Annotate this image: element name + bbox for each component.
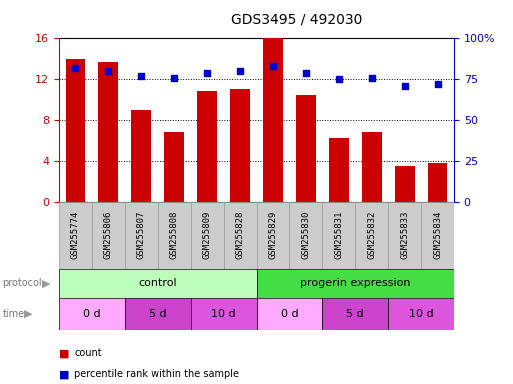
Text: ■: ■ (59, 369, 69, 379)
Text: percentile rank within the sample: percentile rank within the sample (74, 369, 240, 379)
Text: 10 d: 10 d (211, 309, 236, 319)
Point (104, 68, 112, 74)
Bar (59, 298, 125, 330)
Text: GSM255828: GSM255828 (235, 211, 245, 259)
Point (203, 70, 211, 76)
Bar (92, 202, 125, 269)
Bar (230, 89, 250, 202)
Bar (191, 298, 256, 330)
Text: GSM255807: GSM255807 (137, 211, 146, 259)
Text: count: count (74, 348, 102, 358)
Text: ■: ■ (59, 348, 69, 358)
Text: GSM255829: GSM255829 (268, 211, 278, 259)
Text: 0 d: 0 d (83, 309, 101, 319)
Text: 0 d: 0 d (281, 309, 298, 319)
Text: control: control (139, 278, 177, 288)
Point (433, 81, 442, 87)
Text: GSM255834: GSM255834 (433, 211, 442, 259)
Text: GSM255809: GSM255809 (203, 211, 212, 259)
Bar (322, 202, 355, 269)
Text: GSM255833: GSM255833 (400, 211, 409, 259)
Bar (191, 202, 224, 269)
Text: 5 d: 5 d (149, 309, 167, 319)
Point (302, 70, 310, 76)
Point (269, 63, 277, 69)
Bar (164, 132, 184, 202)
Text: GSM255830: GSM255830 (301, 211, 310, 259)
Bar (322, 298, 388, 330)
Text: ▶: ▶ (42, 278, 51, 288)
Bar (362, 132, 382, 202)
Text: GDS3495 / 492030: GDS3495 / 492030 (231, 13, 362, 27)
Bar (289, 202, 322, 269)
Bar (421, 202, 454, 269)
Bar (296, 94, 315, 202)
Bar (394, 166, 415, 202)
Text: GSM255832: GSM255832 (367, 211, 376, 259)
Bar (388, 298, 454, 330)
Text: 5 d: 5 d (346, 309, 364, 319)
Bar (125, 202, 158, 269)
Point (368, 74, 376, 81)
Text: time: time (3, 309, 25, 319)
Bar (224, 202, 256, 269)
Text: GSM255808: GSM255808 (170, 211, 179, 259)
Bar (59, 202, 92, 269)
Bar (66, 59, 85, 202)
Bar (59, 269, 256, 298)
Bar (125, 298, 191, 330)
Text: GSM255831: GSM255831 (334, 211, 343, 259)
Bar (428, 163, 447, 202)
Bar (263, 38, 283, 202)
Point (401, 83, 409, 89)
Text: GSM255806: GSM255806 (104, 211, 113, 259)
Bar (329, 138, 349, 202)
Bar (158, 202, 191, 269)
Bar (131, 110, 151, 202)
Bar (256, 298, 322, 330)
Text: GSM255774: GSM255774 (71, 211, 80, 259)
Bar (98, 62, 118, 202)
Point (71, 65, 80, 71)
Bar (256, 269, 454, 298)
Text: progerin expression: progerin expression (300, 278, 410, 288)
Point (334, 76, 343, 82)
Point (236, 68, 244, 74)
Bar (256, 202, 289, 269)
Text: 10 d: 10 d (409, 309, 433, 319)
Bar (388, 202, 421, 269)
Text: protocol: protocol (3, 278, 42, 288)
Text: ▶: ▶ (24, 309, 32, 319)
Bar (355, 202, 388, 269)
Bar (197, 91, 217, 202)
Point (137, 73, 145, 79)
Point (170, 74, 179, 81)
